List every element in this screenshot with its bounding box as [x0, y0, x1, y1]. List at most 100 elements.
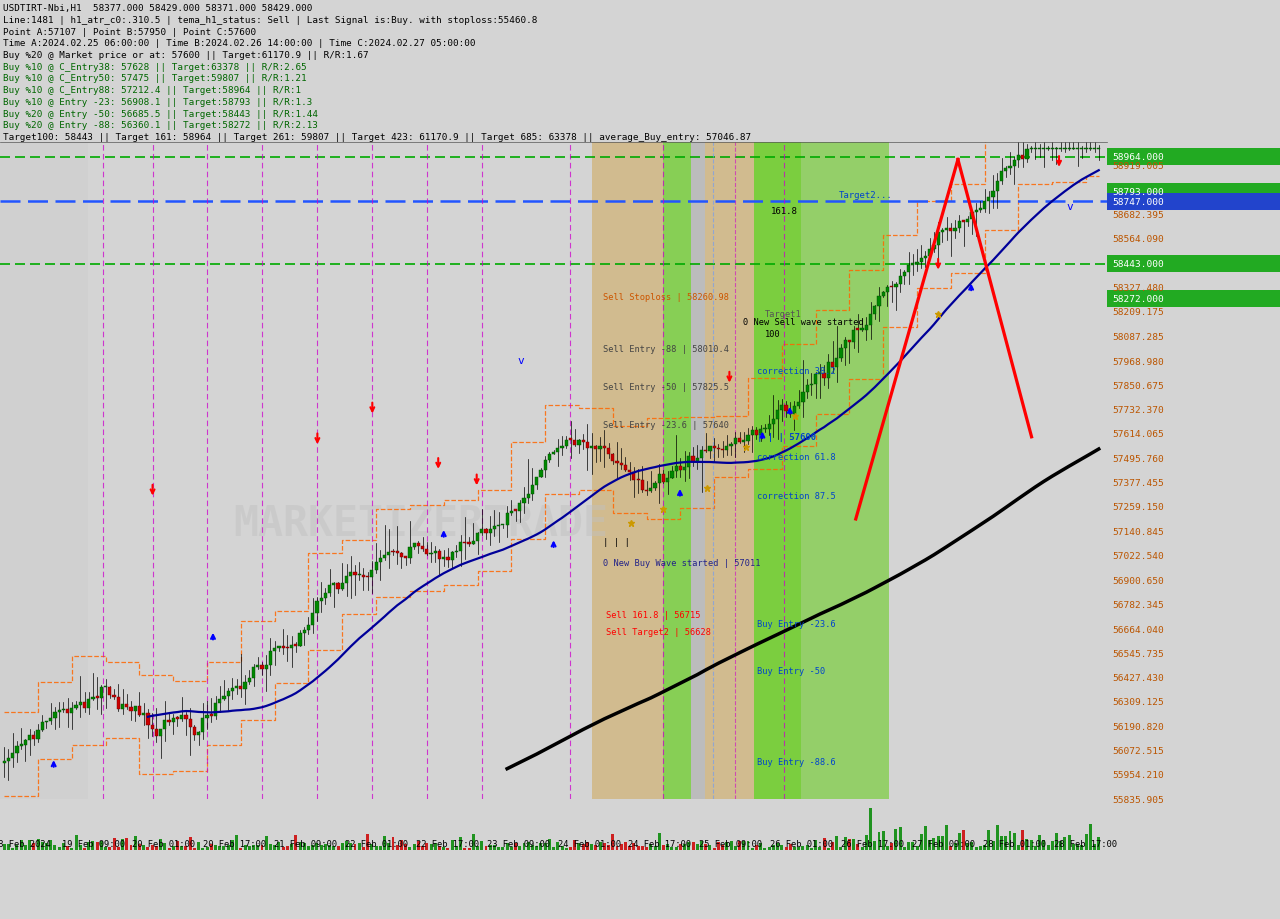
- Bar: [12, 848, 14, 850]
- Bar: [0, 142, 88, 800]
- Bar: [548, 839, 550, 850]
- Bar: [599, 447, 602, 449]
- Bar: [201, 848, 205, 850]
- Bar: [539, 471, 543, 478]
- Bar: [24, 845, 27, 850]
- Bar: [193, 848, 196, 850]
- Bar: [1107, 149, 1280, 166]
- Bar: [1055, 148, 1059, 150]
- Text: 58272.000: 58272.000: [1112, 295, 1164, 304]
- Bar: [184, 846, 187, 850]
- Bar: [159, 839, 163, 850]
- Bar: [24, 740, 27, 744]
- Bar: [700, 842, 703, 850]
- Bar: [125, 838, 128, 850]
- Bar: [831, 842, 835, 850]
- Text: | | |: | | |: [603, 537, 630, 546]
- Bar: [201, 719, 205, 732]
- Bar: [785, 406, 787, 412]
- Bar: [129, 707, 133, 711]
- Text: Sell Entry -50 | 57825.5: Sell Entry -50 | 57825.5: [603, 382, 730, 391]
- Bar: [527, 842, 530, 850]
- Bar: [278, 843, 280, 850]
- Bar: [544, 843, 547, 850]
- Bar: [801, 846, 804, 850]
- Bar: [836, 836, 838, 850]
- Bar: [193, 727, 196, 735]
- Text: 58964.000: 58964.000: [1112, 153, 1164, 162]
- Bar: [282, 647, 284, 648]
- Bar: [1034, 148, 1037, 150]
- Bar: [713, 447, 716, 448]
- Bar: [298, 633, 302, 646]
- Bar: [265, 665, 268, 670]
- Bar: [28, 840, 31, 850]
- Text: correction 38.2: correction 38.2: [756, 367, 836, 376]
- Bar: [594, 446, 598, 449]
- Bar: [666, 479, 669, 482]
- Bar: [860, 329, 864, 331]
- Bar: [67, 846, 69, 850]
- Bar: [1021, 156, 1024, 160]
- Bar: [908, 842, 910, 850]
- Bar: [1064, 837, 1066, 850]
- Bar: [561, 447, 563, 448]
- Bar: [726, 446, 728, 450]
- Bar: [1018, 845, 1020, 850]
- Bar: [256, 664, 260, 668]
- Text: 56782.345: 56782.345: [1112, 601, 1164, 609]
- Bar: [506, 844, 508, 850]
- Text: 57614.065: 57614.065: [1112, 430, 1164, 439]
- Bar: [983, 845, 986, 850]
- Bar: [823, 373, 826, 379]
- Bar: [678, 466, 682, 471]
- Bar: [451, 841, 453, 850]
- Bar: [460, 837, 462, 850]
- Bar: [333, 584, 335, 585]
- Bar: [467, 848, 471, 850]
- Text: 24 Feb 17:00: 24 Feb 17:00: [628, 839, 691, 848]
- Bar: [590, 446, 593, 448]
- Text: Target100: 58443 || Target 161: 58964 || Target 261: 59807 || Target 423: 61170.: Target100: 58443 || Target 161: 58964 ||…: [4, 132, 751, 142]
- Bar: [1005, 169, 1007, 172]
- Bar: [561, 846, 563, 850]
- Bar: [509, 847, 513, 850]
- Bar: [974, 847, 978, 850]
- Bar: [726, 843, 728, 850]
- Bar: [616, 845, 618, 850]
- Bar: [366, 576, 369, 577]
- Bar: [535, 845, 538, 850]
- Text: 56900.650: 56900.650: [1112, 576, 1164, 585]
- Bar: [261, 845, 264, 850]
- Bar: [890, 843, 893, 850]
- Bar: [96, 697, 99, 698]
- Bar: [620, 844, 622, 850]
- Bar: [180, 846, 183, 850]
- Bar: [531, 485, 534, 494]
- Bar: [577, 843, 580, 850]
- Bar: [739, 841, 741, 850]
- Bar: [586, 842, 589, 850]
- Bar: [522, 498, 526, 504]
- Bar: [1068, 148, 1071, 150]
- Bar: [100, 842, 102, 850]
- Bar: [666, 844, 669, 850]
- Text: 18 Feb 2024: 18 Feb 2024: [0, 839, 51, 848]
- Bar: [810, 384, 813, 386]
- Bar: [924, 256, 927, 259]
- Bar: [658, 474, 660, 483]
- Bar: [1034, 846, 1037, 850]
- Bar: [67, 709, 69, 714]
- Bar: [684, 467, 686, 471]
- Bar: [37, 839, 40, 850]
- Bar: [252, 845, 255, 850]
- Bar: [928, 840, 931, 850]
- Bar: [396, 551, 399, 553]
- Bar: [704, 844, 708, 850]
- Bar: [164, 720, 166, 729]
- Bar: [155, 729, 157, 736]
- Bar: [484, 529, 488, 533]
- Bar: [273, 845, 276, 850]
- Text: Sell Entry -23.6 | 57640: Sell Entry -23.6 | 57640: [603, 420, 730, 429]
- Bar: [1009, 831, 1011, 850]
